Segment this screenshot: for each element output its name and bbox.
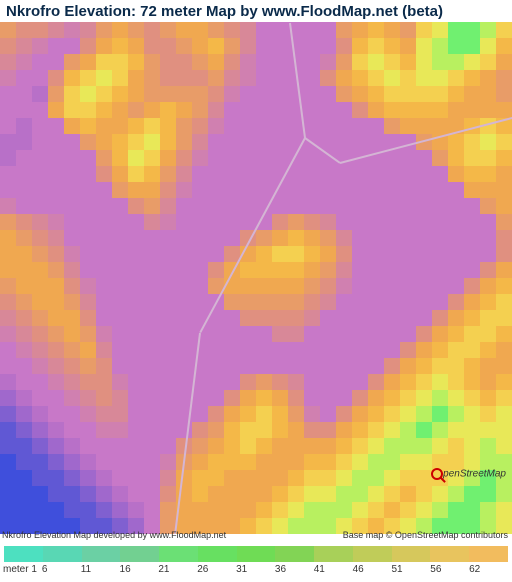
legend-tick-labels: meter 161116212631364146515662 <box>3 564 508 578</box>
attribution-left: Nkrofro Elevation Map developed by www.F… <box>2 530 226 540</box>
elevation-map: penStreetMap <box>0 22 512 534</box>
legend-color-bar <box>4 546 508 562</box>
attribution-right: Base map © OpenStreetMap contributors <box>343 530 508 540</box>
legend: meter 161116212631364146515662 <box>0 542 512 582</box>
heatmap-grid <box>0 22 512 534</box>
osm-logo: penStreetMap <box>431 468 506 480</box>
osm-logo-text: penStreetMap <box>443 469 506 480</box>
page-title: Nkrofro Elevation: 72 meter Map by www.F… <box>6 3 443 20</box>
magnifier-icon <box>431 468 443 480</box>
